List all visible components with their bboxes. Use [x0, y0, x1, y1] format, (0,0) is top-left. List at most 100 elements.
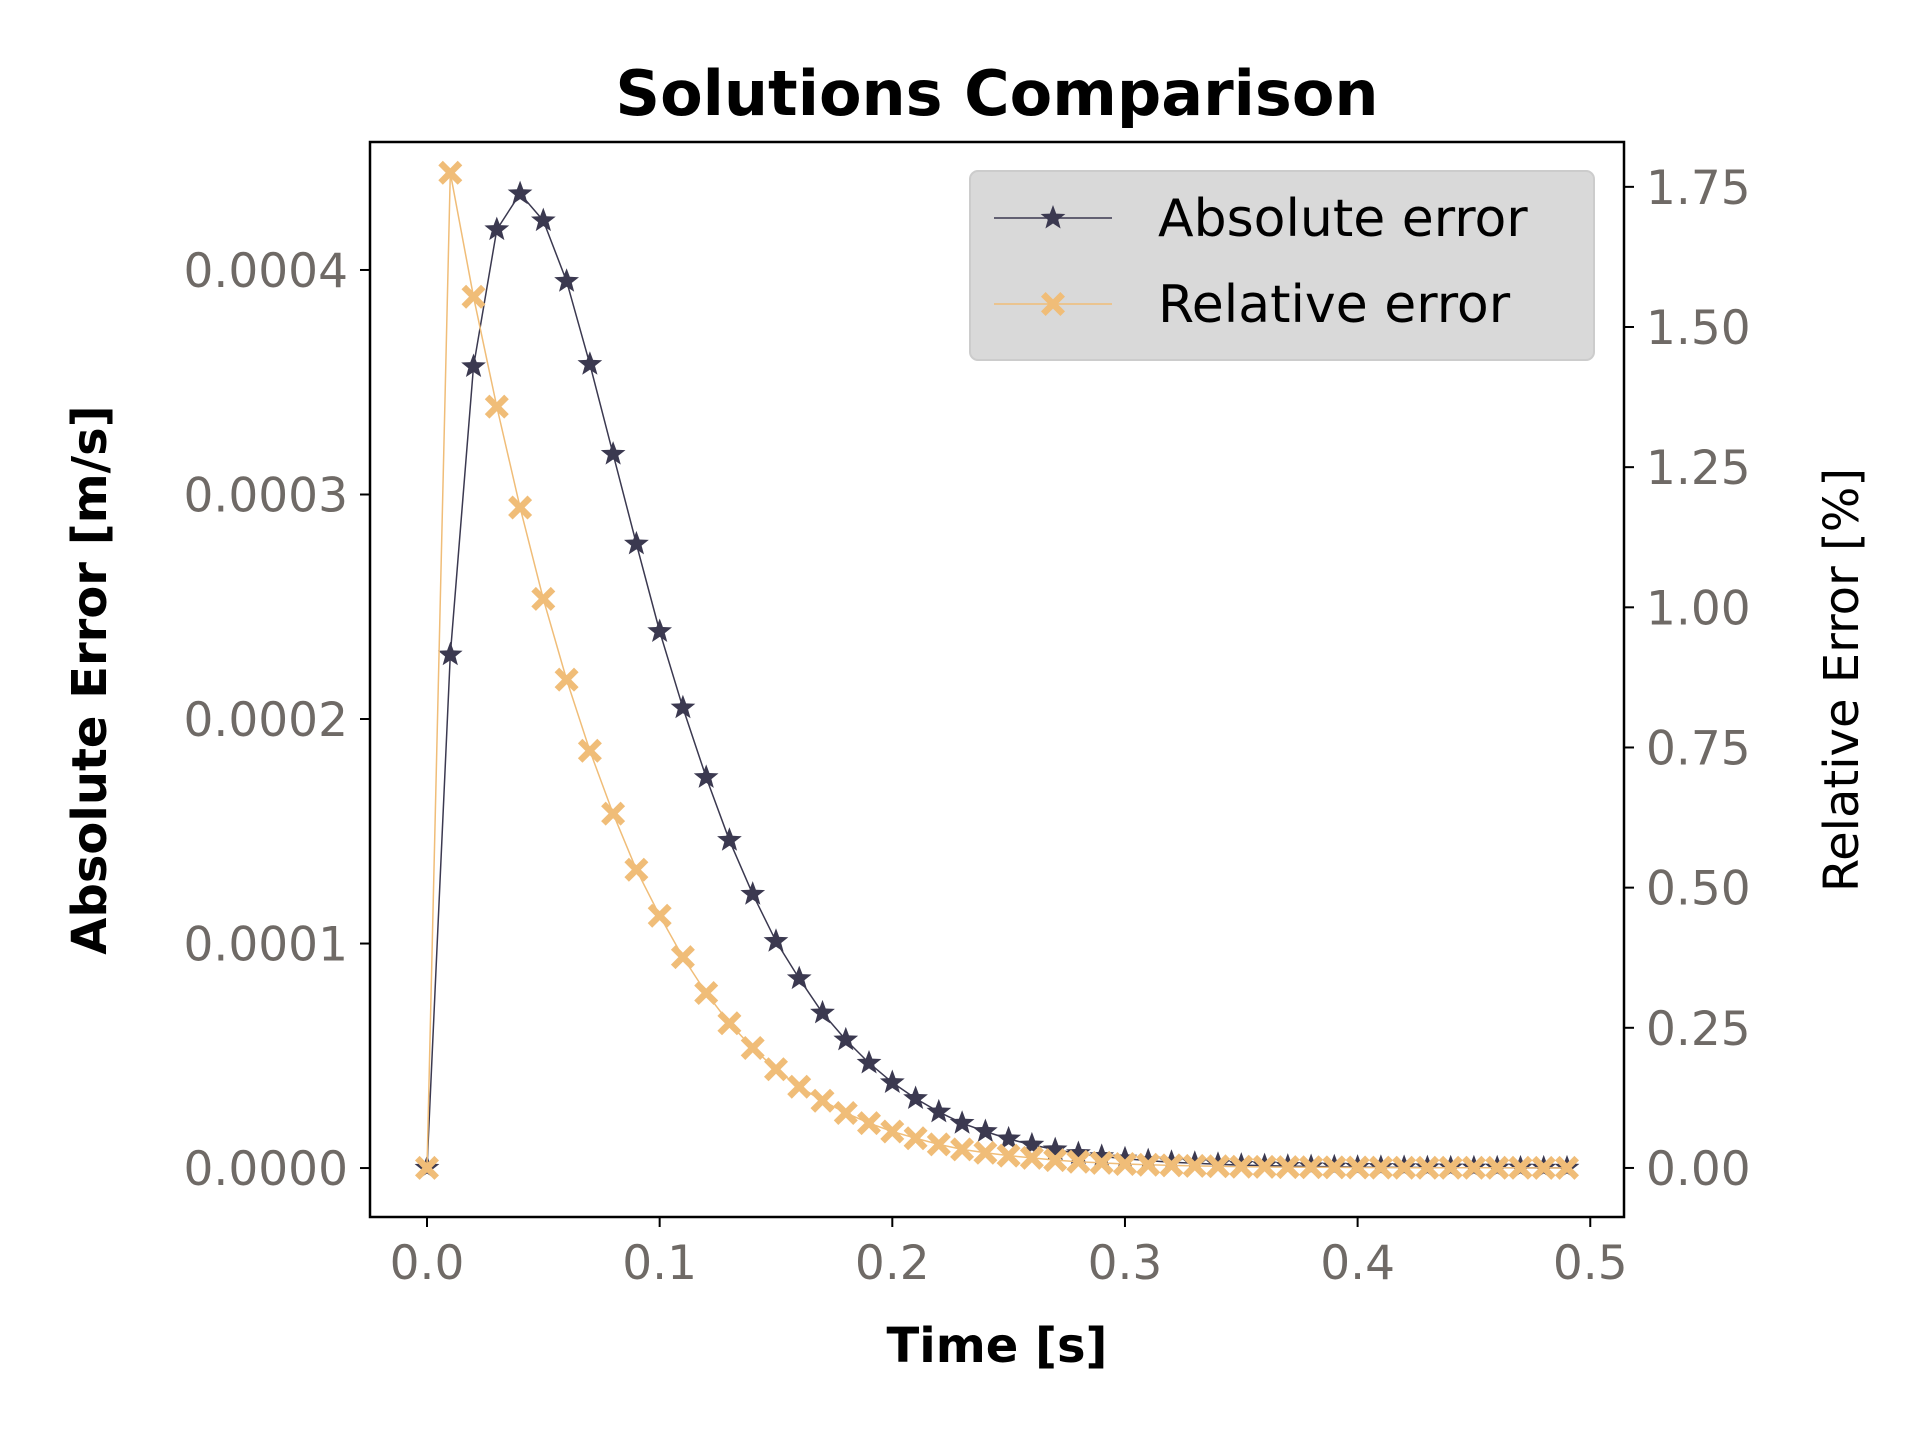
x-marker	[554, 667, 579, 692]
y-right-tick-label: 1.00	[1646, 581, 1751, 636]
x-marker	[950, 1137, 975, 1162]
x-marker	[1485, 1155, 1510, 1180]
y-right-tick-label: 0.00	[1646, 1142, 1751, 1197]
x-tick-label: 0.4	[1320, 1236, 1395, 1291]
star-marker	[810, 999, 835, 1024]
star-marker	[1089, 1143, 1115, 1167]
star-marker	[531, 207, 556, 232]
star-marker	[996, 1125, 1021, 1150]
axes-frame	[368, 140, 1626, 1219]
x-marker	[415, 1155, 439, 1180]
star-marker	[1112, 1145, 1138, 1170]
plot-area	[414, 160, 1580, 1180]
x-marker	[1345, 1155, 1370, 1180]
x-tick-label: 0.5	[1553, 1236, 1628, 1291]
x-marker	[1275, 1155, 1300, 1180]
x-marker	[1252, 1154, 1277, 1179]
y-tick-label: 0.0001	[184, 918, 348, 973]
star-marker	[717, 827, 742, 851]
x-tick-label: 0.3	[1088, 1236, 1163, 1291]
x-tick-label: 0.0	[390, 1236, 465, 1291]
x-marker	[461, 284, 486, 309]
x-marker	[1392, 1155, 1417, 1180]
x-marker	[1136, 1152, 1161, 1177]
y-axis-right-label: Relative Error [%]	[1814, 468, 1870, 892]
x-marker	[1322, 1155, 1347, 1180]
x-marker	[1019, 1145, 1044, 1170]
star-marker	[973, 1118, 998, 1142]
x-marker	[926, 1132, 951, 1157]
x-marker	[1043, 1148, 1068, 1173]
star-marker	[856, 1050, 882, 1074]
star-marker	[461, 353, 486, 377]
legend-star-icon	[1040, 205, 1066, 229]
y-tick-label: 0.0000	[184, 1142, 348, 1197]
x-marker	[1461, 1155, 1486, 1180]
series-relative-error	[415, 160, 1579, 1180]
y-right-tick-label: 0.25	[1646, 1002, 1751, 1057]
x-marker	[601, 801, 626, 826]
star-marker	[670, 694, 696, 719]
x-marker	[647, 903, 672, 928]
x-marker	[484, 394, 509, 419]
star-marker	[1135, 1147, 1161, 1172]
x-marker	[1438, 1155, 1463, 1180]
y-right-tick-label: 0.50	[1646, 862, 1751, 917]
x-marker	[577, 738, 602, 763]
x-marker	[973, 1140, 998, 1165]
x-marker	[1206, 1154, 1230, 1179]
x-marker	[531, 586, 556, 611]
x-marker	[833, 1101, 858, 1125]
x-marker	[1066, 1149, 1091, 1174]
x-marker	[857, 1111, 881, 1136]
star-marker	[786, 965, 812, 990]
x-marker	[787, 1074, 812, 1099]
star-marker	[484, 216, 510, 241]
x-marker	[1415, 1155, 1440, 1180]
legend-x-icon	[1041, 292, 1065, 316]
x-marker	[1182, 1153, 1207, 1178]
x-marker	[508, 495, 533, 520]
star-marker	[740, 881, 766, 905]
star-marker	[507, 180, 533, 205]
x-marker	[1299, 1155, 1324, 1180]
star-marker	[763, 928, 789, 952]
star-marker	[903, 1085, 928, 1109]
star-marker	[926, 1098, 952, 1123]
star-marker	[949, 1110, 975, 1134]
y-right-tick-label: 1.75	[1646, 161, 1751, 216]
y-right-tick-label: 1.50	[1646, 301, 1751, 356]
legend-label-relative: Relative error	[1158, 275, 1511, 335]
x-tick-label: 0.1	[622, 1236, 697, 1291]
x-marker	[740, 1036, 765, 1060]
star-marker	[437, 641, 463, 666]
x-marker	[1159, 1153, 1184, 1178]
x-marker	[1089, 1150, 1114, 1175]
star-marker	[647, 618, 672, 642]
x-marker	[670, 945, 695, 970]
x-marker	[1508, 1155, 1533, 1180]
x-marker	[1368, 1155, 1393, 1180]
star-marker	[1042, 1136, 1068, 1161]
x-tick-label: 0.2	[855, 1236, 930, 1291]
x-marker	[438, 160, 463, 185]
x-marker	[996, 1143, 1021, 1168]
y-right-tick-label: 0.75	[1646, 721, 1751, 776]
legend: Absolute error Relative error	[969, 170, 1595, 361]
x-marker	[1229, 1154, 1254, 1179]
x-marker	[1113, 1152, 1137, 1176]
star-marker	[879, 1069, 905, 1093]
star-marker	[1066, 1140, 1091, 1164]
x-marker	[880, 1119, 905, 1144]
x-marker	[764, 1057, 788, 1082]
star-marker	[833, 1026, 859, 1051]
star-marker	[600, 441, 626, 465]
x-marker	[717, 1011, 742, 1036]
x-marker	[903, 1126, 928, 1151]
y-tick-label: 0.0004	[184, 244, 348, 299]
legend-label-absolute: Absolute error	[1158, 189, 1528, 249]
y-tick-label: 0.0002	[184, 693, 348, 748]
x-marker	[694, 981, 719, 1005]
y-tick-label: 0.0003	[184, 468, 348, 523]
